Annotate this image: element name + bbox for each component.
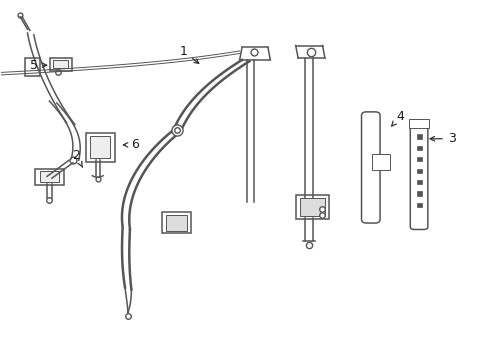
FancyBboxPatch shape bbox=[300, 198, 325, 216]
Text: 5: 5 bbox=[30, 59, 47, 72]
Text: 3: 3 bbox=[429, 132, 455, 145]
FancyBboxPatch shape bbox=[85, 133, 115, 162]
Bar bbox=[416, 203, 421, 207]
FancyBboxPatch shape bbox=[371, 154, 389, 170]
Text: 4: 4 bbox=[391, 110, 404, 126]
Text: 6: 6 bbox=[123, 138, 139, 151]
Bar bbox=[416, 191, 421, 195]
Bar bbox=[416, 168, 421, 173]
FancyBboxPatch shape bbox=[50, 58, 72, 71]
FancyBboxPatch shape bbox=[53, 60, 68, 68]
FancyBboxPatch shape bbox=[361, 112, 379, 223]
FancyBboxPatch shape bbox=[296, 195, 329, 219]
Bar bbox=[416, 134, 421, 139]
FancyBboxPatch shape bbox=[90, 136, 110, 158]
FancyBboxPatch shape bbox=[24, 58, 40, 76]
FancyBboxPatch shape bbox=[165, 215, 187, 230]
Bar bbox=[416, 180, 421, 184]
FancyBboxPatch shape bbox=[35, 168, 63, 185]
Bar bbox=[416, 146, 421, 150]
FancyBboxPatch shape bbox=[40, 171, 59, 182]
Text: 1: 1 bbox=[179, 45, 198, 63]
FancyBboxPatch shape bbox=[408, 119, 428, 128]
Bar bbox=[416, 157, 421, 162]
FancyBboxPatch shape bbox=[162, 212, 191, 233]
FancyBboxPatch shape bbox=[409, 120, 427, 229]
Text: 2: 2 bbox=[72, 149, 82, 167]
